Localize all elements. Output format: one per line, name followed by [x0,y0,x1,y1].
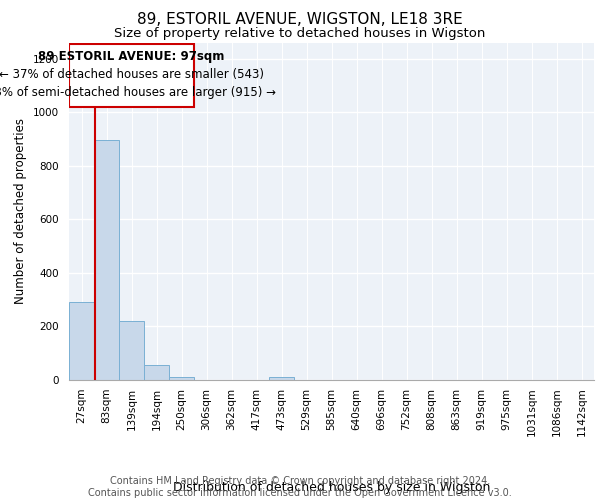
Text: ← 37% of detached houses are smaller (543): ← 37% of detached houses are smaller (54… [0,68,264,81]
Bar [94,140,119,380]
Bar [69,302,94,380]
Text: Size of property relative to detached houses in Wigston: Size of property relative to detached ho… [115,28,485,40]
Bar [69,44,194,107]
Text: 89, ESTORIL AVENUE, WIGSTON, LE18 3RE: 89, ESTORIL AVENUE, WIGSTON, LE18 3RE [137,12,463,28]
Text: 89 ESTORIL AVENUE: 97sqm: 89 ESTORIL AVENUE: 97sqm [38,50,224,63]
Bar [269,377,294,380]
Bar [169,377,194,380]
X-axis label: Distribution of detached houses by size in Wigston: Distribution of detached houses by size … [173,481,490,494]
Text: Contains HM Land Registry data © Crown copyright and database right 2024.
Contai: Contains HM Land Registry data © Crown c… [88,476,512,498]
Bar [144,366,169,380]
Y-axis label: Number of detached properties: Number of detached properties [14,118,28,304]
Bar [119,321,144,380]
Text: 63% of semi-detached houses are larger (915) →: 63% of semi-detached houses are larger (… [0,86,276,99]
